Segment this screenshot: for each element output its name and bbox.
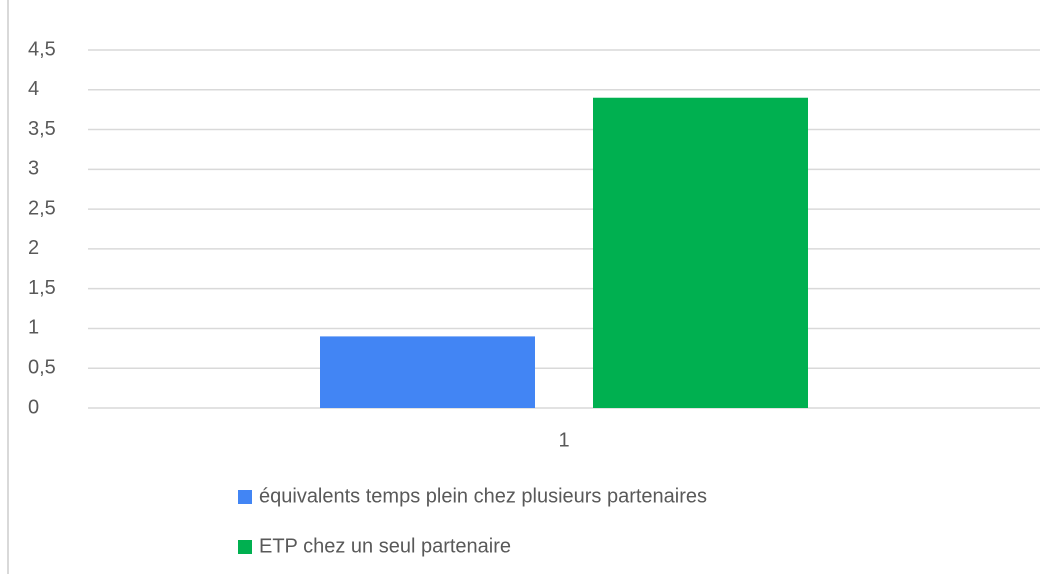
y-tick-label: 1,5 xyxy=(28,277,56,299)
y-tick-label: 4 xyxy=(28,78,39,100)
y-tick-label: 2 xyxy=(28,237,39,259)
y-tick-label: 4,5 xyxy=(28,38,56,60)
y-tick-label: 2,5 xyxy=(28,197,56,219)
legend-swatch xyxy=(238,540,252,554)
y-tick-label: 0,5 xyxy=(28,357,56,379)
legend-label: équivalents temps plein chez plusieurs p… xyxy=(259,485,707,507)
legend-swatch xyxy=(238,490,252,504)
y-tick-label: 3,5 xyxy=(28,118,56,140)
bar xyxy=(593,97,808,408)
y-tick-label: 3 xyxy=(28,158,39,180)
x-tick-label: 1 xyxy=(558,429,569,451)
bar xyxy=(320,336,535,408)
y-tick-label: 1 xyxy=(28,317,39,339)
y-tick-label: 0 xyxy=(28,396,39,418)
legend-label: ETP chez un seul partenaire xyxy=(259,535,511,557)
